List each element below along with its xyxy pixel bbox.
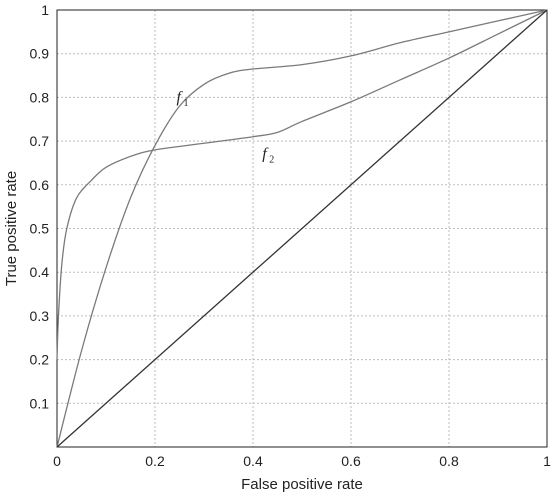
curve-label-f1: f <box>177 89 184 106</box>
y-tick-label: 0.9 <box>30 46 50 62</box>
x-axis-label: False positive rate <box>241 476 363 493</box>
curve-label-subscript: 2 <box>269 155 274 166</box>
diagonal-line <box>56 9 548 448</box>
y-tick-label: 0.8 <box>30 89 50 105</box>
plot-frame <box>56 9 548 448</box>
y-tick-label: 0.5 <box>30 221 50 237</box>
x-tick-label: 1 <box>543 453 551 469</box>
x-tick-label: 0.6 <box>341 453 361 469</box>
y-tick-label: 0.3 <box>30 308 50 324</box>
y-axis-label: True positive rate <box>3 171 20 286</box>
y-tick-label: 0.6 <box>30 177 50 193</box>
y-tick-label: 0.2 <box>30 352 50 368</box>
series-line-f1 <box>56 9 548 448</box>
y-tick-label: 0.4 <box>30 264 50 280</box>
y-tick-label: 0.7 <box>30 133 50 149</box>
x-tick-label: 0 <box>53 453 61 469</box>
y-tick-label: 1 <box>41 2 49 18</box>
x-tick-label: 0.4 <box>243 453 263 469</box>
curve-label-subscript: 1 <box>184 98 189 109</box>
series-line-f2 <box>56 9 548 360</box>
y-tick-label: 0.1 <box>30 395 50 411</box>
x-tick-label: 0.8 <box>439 453 459 469</box>
curve-label-f2: f <box>262 146 269 163</box>
x-tick-label: 0.2 <box>145 453 165 469</box>
